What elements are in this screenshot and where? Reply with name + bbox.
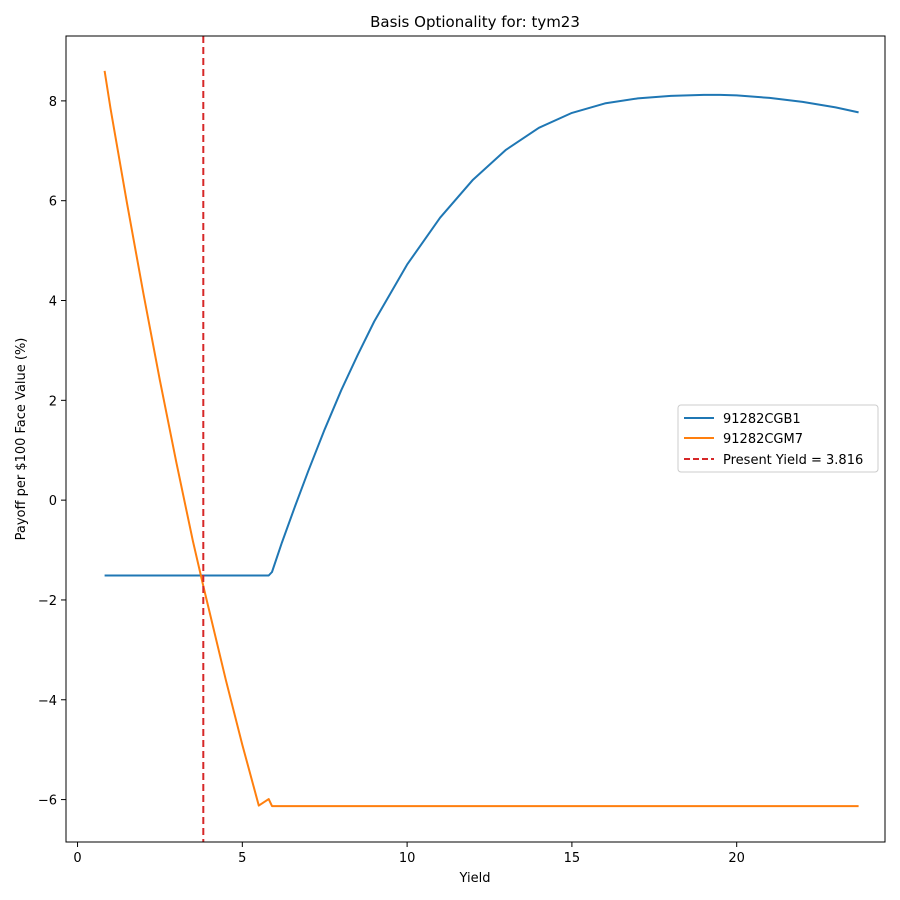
series-line-91282cgm7 <box>103 70 859 808</box>
legend-label-91282cgm7: 91282CGM7 <box>723 432 803 447</box>
y-tick-label: −6 <box>38 794 57 809</box>
x-axis: 0 5 10 15 20 <box>73 842 745 866</box>
series-line-91282cgb1 <box>104 93 859 577</box>
y-tick-label: −2 <box>38 594 57 609</box>
x-tick-label: 0 <box>73 851 81 866</box>
x-tick-label: 10 <box>399 851 416 866</box>
x-tick-label: 20 <box>728 851 745 866</box>
legend: 91282CGB1 91282CGM7 Present Yield = 3.81… <box>677 404 879 473</box>
y-axis-label: Payoff per $100 Face Value (%) <box>14 338 29 541</box>
chart-title: Basis Optionality for: tym23 <box>370 13 580 31</box>
plot-lines <box>103 36 859 842</box>
y-axis: −6 −4 −2 0 2 4 6 8 <box>38 95 66 809</box>
legend-label-present-yield: Present Yield = 3.816 <box>723 453 863 468</box>
y-tick-label: −4 <box>38 694 57 709</box>
legend-label-91282cgb1: 91282CGB1 <box>723 412 801 427</box>
y-tick-label: 6 <box>49 195 57 210</box>
y-tick-label: 0 <box>49 494 57 509</box>
y-tick-label: 2 <box>49 394 57 409</box>
x-axis-label: Yield <box>459 871 491 886</box>
x-tick-label: 15 <box>564 851 581 866</box>
plot-frame <box>65 35 886 843</box>
y-tick-label: 4 <box>49 295 57 310</box>
y-tick-label: 8 <box>49 95 57 110</box>
x-tick-label: 5 <box>238 851 246 866</box>
legend-box <box>677 404 879 473</box>
